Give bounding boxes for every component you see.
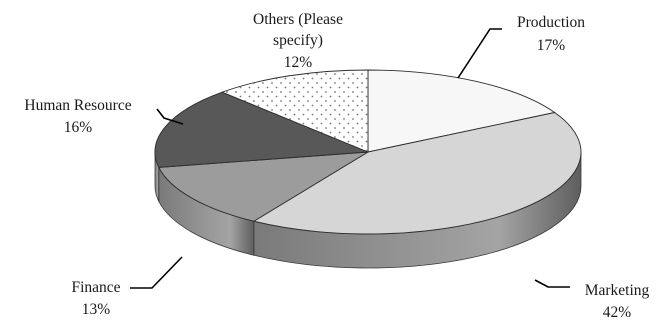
slice-label-others-line2: specify) bbox=[273, 32, 323, 49]
slice-label-human-resource: Human Resource bbox=[24, 97, 131, 114]
leader-line-finance bbox=[130, 256, 183, 289]
slice-label-production: Production bbox=[517, 14, 585, 31]
slice-marketing bbox=[252, 112, 582, 235]
slice-label-finance: Finance bbox=[71, 279, 120, 296]
slice-human-resource bbox=[154, 91, 369, 168]
leader-line-marketing bbox=[534, 279, 570, 288]
leader-line-human-resource bbox=[156, 108, 184, 125]
slice-label-others-line1: Others (Please bbox=[253, 11, 343, 28]
slice-others-please-specify bbox=[220, 69, 369, 153]
slice-value-others: 12% bbox=[284, 54, 313, 71]
slice-value-finance: 13% bbox=[82, 301, 111, 318]
slice-value-production: 17% bbox=[537, 37, 566, 54]
leader-line-production bbox=[457, 28, 502, 79]
slice-finance bbox=[158, 151, 369, 222]
slice-production bbox=[367, 69, 556, 153]
slice-value-human-resource: 16% bbox=[64, 119, 93, 136]
slice-label-marketing: Marketing bbox=[585, 282, 650, 299]
slice-value-marketing: 42% bbox=[603, 304, 632, 321]
